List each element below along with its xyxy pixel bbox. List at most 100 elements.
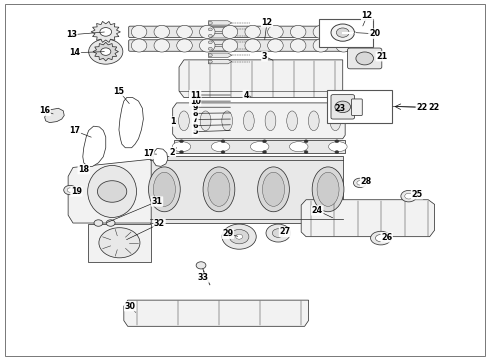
Polygon shape: [208, 46, 232, 51]
FancyBboxPatch shape: [347, 48, 382, 69]
Circle shape: [405, 193, 413, 199]
Polygon shape: [93, 42, 119, 61]
Circle shape: [356, 52, 373, 65]
Ellipse shape: [329, 141, 347, 152]
Polygon shape: [208, 27, 232, 32]
Circle shape: [335, 140, 339, 143]
Text: 17: 17: [70, 126, 80, 135]
Polygon shape: [208, 21, 232, 25]
Ellipse shape: [258, 167, 290, 212]
Polygon shape: [208, 59, 232, 64]
Ellipse shape: [211, 141, 230, 152]
Ellipse shape: [245, 25, 261, 39]
Ellipse shape: [208, 172, 230, 206]
Text: 24: 24: [312, 206, 323, 215]
Polygon shape: [153, 148, 168, 166]
Polygon shape: [179, 60, 343, 98]
Ellipse shape: [317, 172, 339, 206]
Polygon shape: [301, 200, 435, 237]
Ellipse shape: [154, 25, 170, 39]
Circle shape: [222, 224, 256, 249]
Ellipse shape: [263, 172, 285, 206]
Circle shape: [208, 28, 212, 31]
Circle shape: [64, 185, 76, 195]
Polygon shape: [68, 159, 151, 223]
Text: 29: 29: [222, 229, 233, 238]
Ellipse shape: [308, 111, 319, 131]
Ellipse shape: [268, 25, 283, 39]
Text: 17: 17: [143, 149, 154, 158]
Circle shape: [106, 220, 115, 226]
Circle shape: [401, 190, 416, 202]
FancyBboxPatch shape: [129, 40, 354, 51]
Circle shape: [100, 28, 112, 36]
Circle shape: [100, 48, 111, 55]
Ellipse shape: [313, 39, 329, 52]
Text: 11: 11: [190, 90, 201, 99]
Text: 28: 28: [361, 177, 372, 186]
Circle shape: [229, 229, 249, 244]
Ellipse shape: [172, 141, 191, 152]
Circle shape: [236, 234, 243, 239]
Ellipse shape: [268, 39, 283, 52]
Text: 20: 20: [369, 29, 380, 38]
Text: 26: 26: [381, 233, 392, 242]
Text: 5: 5: [193, 127, 198, 136]
Circle shape: [98, 181, 127, 202]
Ellipse shape: [222, 25, 238, 39]
Polygon shape: [172, 103, 345, 139]
Text: 23: 23: [334, 104, 345, 113]
Ellipse shape: [375, 234, 386, 242]
Text: 27: 27: [279, 228, 291, 237]
Circle shape: [335, 101, 350, 113]
Circle shape: [89, 39, 123, 64]
Circle shape: [272, 229, 284, 237]
Ellipse shape: [177, 39, 192, 52]
Ellipse shape: [88, 166, 137, 217]
Circle shape: [336, 28, 349, 37]
Text: 18: 18: [78, 165, 89, 174]
Circle shape: [263, 140, 267, 143]
Text: 21: 21: [376, 52, 388, 61]
Ellipse shape: [336, 39, 351, 52]
Text: 31: 31: [151, 197, 163, 206]
Circle shape: [94, 220, 103, 226]
Circle shape: [331, 24, 354, 41]
Text: 25: 25: [412, 190, 422, 199]
Polygon shape: [91, 21, 121, 42]
Ellipse shape: [153, 172, 175, 206]
Ellipse shape: [336, 25, 351, 39]
Ellipse shape: [131, 25, 147, 39]
Ellipse shape: [222, 111, 233, 131]
Ellipse shape: [131, 39, 147, 52]
Polygon shape: [174, 140, 345, 153]
Circle shape: [99, 228, 140, 258]
Circle shape: [208, 54, 212, 57]
Circle shape: [208, 22, 212, 24]
Circle shape: [208, 60, 212, 63]
Text: 16: 16: [39, 106, 50, 115]
Text: 2: 2: [170, 148, 175, 157]
Circle shape: [208, 47, 212, 50]
Text: 7: 7: [193, 115, 198, 124]
Text: 9: 9: [193, 103, 198, 112]
Text: 1: 1: [170, 117, 175, 126]
Circle shape: [353, 178, 366, 188]
Circle shape: [196, 262, 206, 269]
Ellipse shape: [370, 231, 391, 245]
Ellipse shape: [177, 25, 192, 39]
FancyBboxPatch shape: [129, 26, 354, 38]
Circle shape: [266, 224, 291, 242]
Ellipse shape: [265, 111, 276, 131]
Circle shape: [208, 41, 212, 44]
Text: 12: 12: [262, 18, 272, 27]
Ellipse shape: [287, 111, 297, 131]
Circle shape: [263, 150, 267, 153]
Ellipse shape: [199, 25, 215, 39]
Polygon shape: [83, 126, 106, 166]
Text: 30: 30: [124, 302, 136, 311]
Circle shape: [179, 150, 183, 153]
Ellipse shape: [291, 25, 306, 39]
Ellipse shape: [313, 25, 329, 39]
Ellipse shape: [222, 39, 238, 52]
